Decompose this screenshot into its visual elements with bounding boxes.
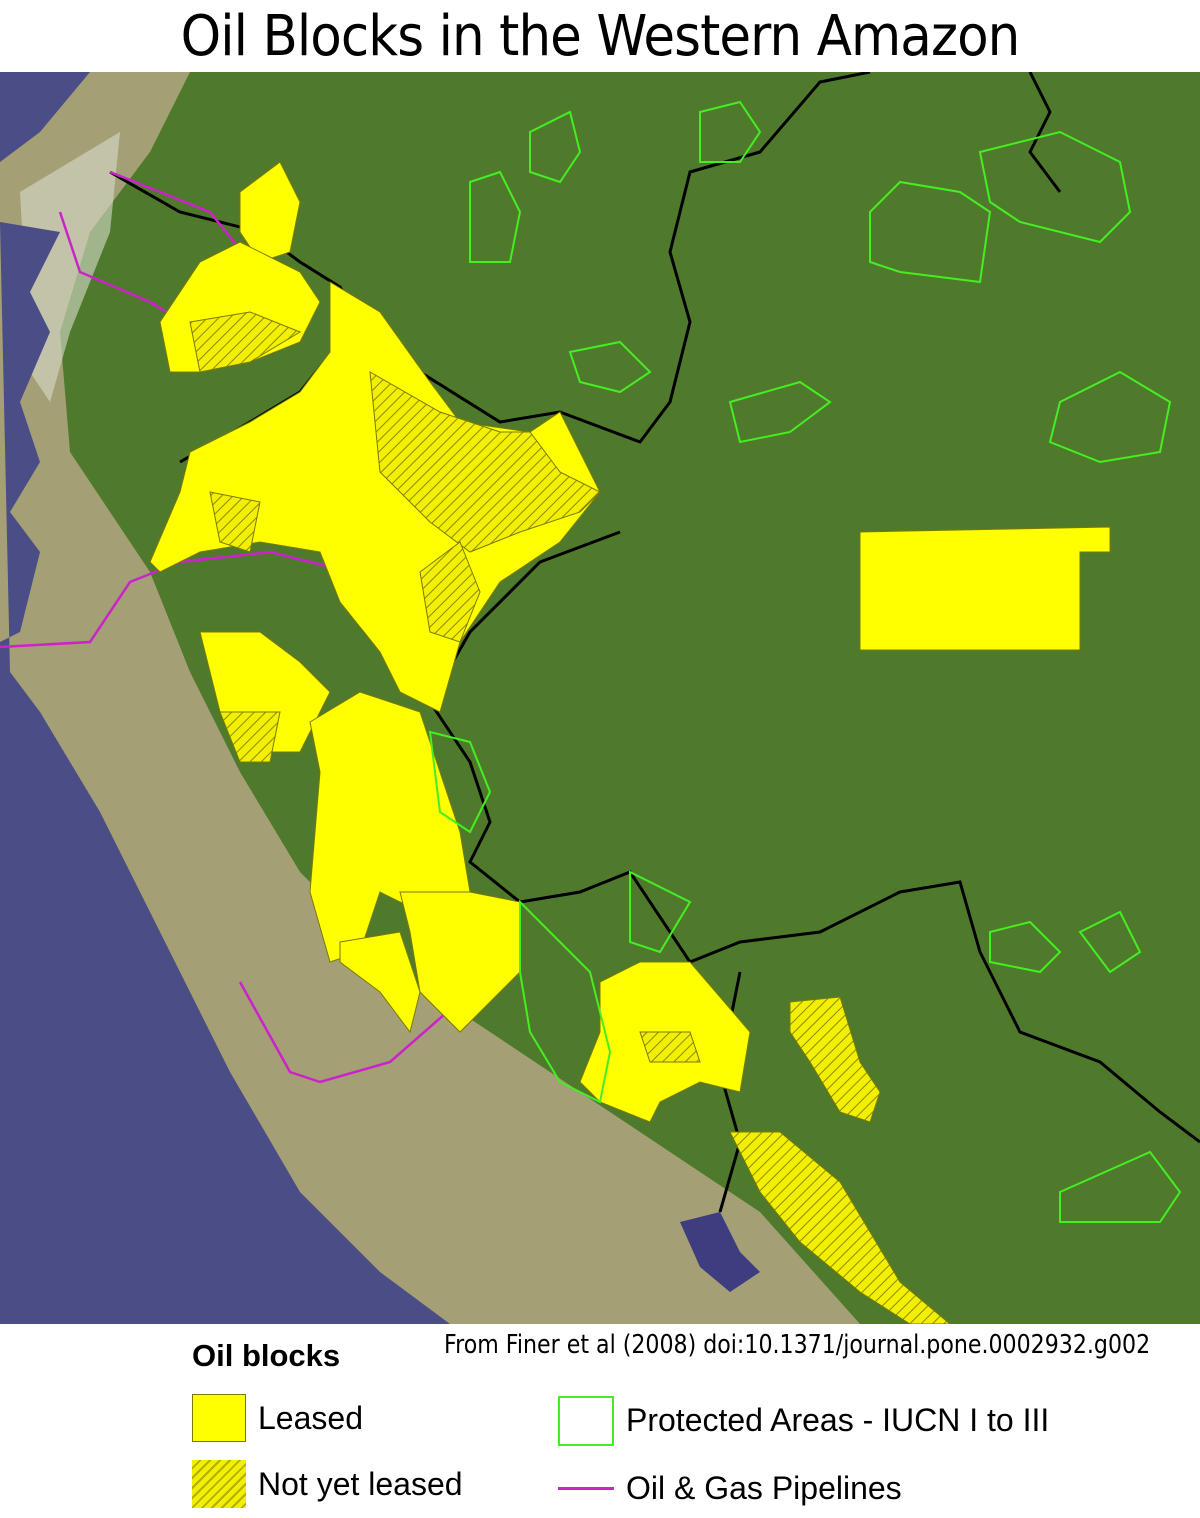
legend-label-not-yet-leased: Not yet leased — [258, 1466, 463, 1502]
legend-label-leased: Leased — [258, 1400, 363, 1436]
leased-swatch — [192, 1394, 246, 1442]
protected-areas — [428, 100, 1182, 1223]
source-credit: From Finer et al (2008) doi:10.1371/jour… — [444, 1330, 1151, 1360]
pipeline-line-icon — [558, 1487, 614, 1490]
ocean — [0, 72, 450, 1324]
legend-label-protected-areas: Protected Areas - IUCN I to III — [626, 1402, 1050, 1438]
not-yet-leased-swatch — [192, 1460, 246, 1508]
map-title: Oil Blocks in the Western Amazon — [180, 4, 1021, 69]
map-legend: Oil blocks From Finer et al (2008) doi:1… — [0, 1324, 1200, 1518]
andes-highlands — [0, 72, 860, 1324]
protected-area-swatch — [558, 1396, 614, 1446]
map-canvas — [0, 72, 1200, 1324]
oil-blocks-not-yet-leased — [189, 311, 951, 1324]
lake-titicaca — [680, 1212, 760, 1292]
legend-heading: Oil blocks — [192, 1338, 341, 1373]
legend-label-pipelines: Oil & Gas Pipelines — [626, 1470, 902, 1506]
